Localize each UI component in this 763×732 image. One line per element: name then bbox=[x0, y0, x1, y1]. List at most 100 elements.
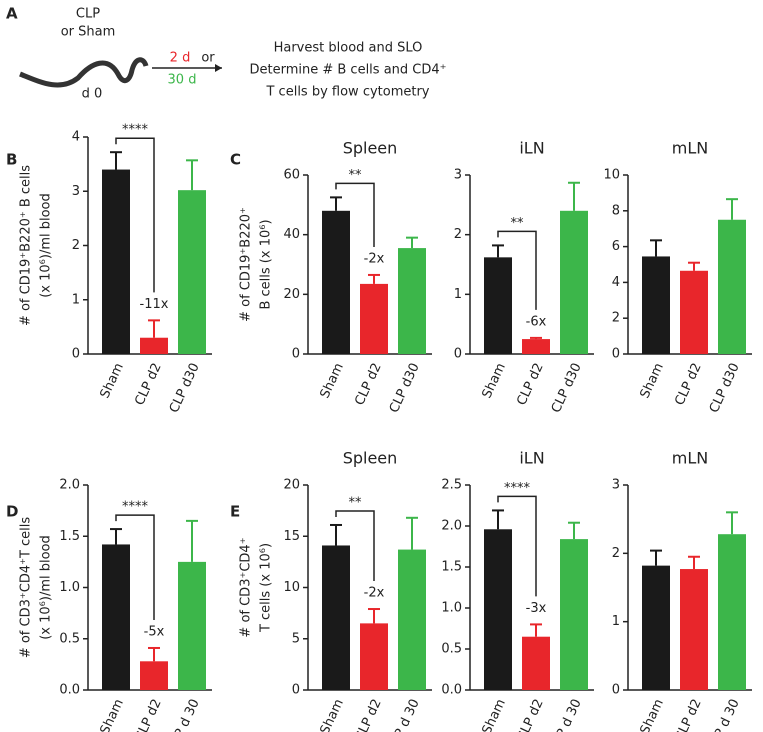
chart-title: mLN bbox=[672, 139, 708, 158]
significance-bracket bbox=[115, 137, 155, 293]
y-tick-label: 4 bbox=[72, 130, 80, 145]
panel-letter: D bbox=[6, 503, 18, 521]
y-tick-label: 1.0 bbox=[59, 580, 80, 595]
y-axis-label: # of CD19⁺B220⁺ bbox=[239, 207, 254, 322]
bar bbox=[718, 534, 746, 690]
y-tick-label: 0 bbox=[612, 347, 620, 362]
x-tick-label: Sham bbox=[638, 697, 667, 732]
x-tick-label: CLP d30 bbox=[549, 361, 585, 415]
y-tick-label: 1 bbox=[72, 292, 80, 307]
bar bbox=[322, 545, 350, 690]
fold-change: -2x bbox=[364, 251, 385, 266]
bar bbox=[642, 565, 670, 690]
y-tick-label: 0.0 bbox=[59, 683, 80, 698]
y-axis-label: # of CD3⁺CD4⁺ bbox=[239, 537, 254, 637]
y-tick-label: 10 bbox=[603, 168, 620, 183]
bar bbox=[522, 339, 550, 354]
y-tick-label: 0.5 bbox=[59, 631, 80, 646]
y-tick-label: 1 bbox=[612, 614, 620, 629]
significance-bracket bbox=[335, 510, 375, 582]
step: T cells by flow cytometry bbox=[265, 85, 429, 100]
bar bbox=[680, 569, 708, 690]
bar bbox=[360, 283, 388, 354]
bar bbox=[398, 549, 426, 690]
y-axis-label: # of CD3⁺CD4⁺T cells bbox=[19, 517, 34, 659]
significance: ** bbox=[511, 216, 525, 231]
bar bbox=[178, 190, 206, 354]
y-tick-label: 3 bbox=[454, 168, 462, 183]
time-short: 2 d bbox=[170, 51, 191, 66]
x-tick-label: CLP d 30 bbox=[705, 697, 743, 732]
panel-letter: B bbox=[6, 151, 17, 169]
fold-change: -6x bbox=[526, 314, 547, 329]
x-tick-label: CLP d 30 bbox=[385, 697, 423, 732]
y-tick-label: 0 bbox=[454, 347, 462, 362]
y-tick-label: 20 bbox=[283, 478, 300, 493]
significance: ** bbox=[349, 495, 363, 510]
arrow-head bbox=[215, 64, 222, 72]
bar bbox=[718, 219, 746, 354]
y-tick-label: 4 bbox=[612, 275, 620, 290]
x-tick-label: Sham bbox=[98, 697, 127, 732]
y-tick-label: 2 bbox=[454, 227, 462, 242]
panel-letter: C bbox=[230, 151, 241, 169]
x-tick-label: CLP d30 bbox=[167, 361, 203, 415]
y-tick-label: 0 bbox=[292, 683, 300, 698]
x-tick-label: CLP d30 bbox=[707, 361, 743, 415]
bar bbox=[360, 623, 388, 690]
chart-title: Spleen bbox=[343, 139, 398, 158]
y-axis-label: B cells (x 10⁶) bbox=[259, 219, 274, 309]
x-tick-label: CLP d2 bbox=[514, 361, 547, 408]
bar bbox=[102, 544, 130, 690]
chart-title: mLN bbox=[672, 449, 708, 468]
panel-letter: A bbox=[6, 5, 18, 23]
y-tick-label: 2.5 bbox=[441, 478, 462, 493]
y-axis-label: (x 10⁶)/ml blood bbox=[39, 535, 54, 640]
y-tick-label: 5 bbox=[292, 631, 300, 646]
significance-bracket bbox=[335, 182, 375, 247]
day-label: d 0 bbox=[82, 87, 103, 102]
bar bbox=[140, 337, 168, 354]
y-tick-label: 1.0 bbox=[441, 601, 462, 616]
x-tick-label: CLP d2 bbox=[514, 697, 547, 732]
group-label: or Sham bbox=[61, 25, 116, 40]
x-tick-label: Sham bbox=[318, 697, 347, 732]
or-label: or bbox=[201, 51, 215, 66]
significance: **** bbox=[122, 500, 149, 515]
y-tick-label: 1.5 bbox=[59, 529, 80, 544]
x-tick-label: CLP d2 bbox=[672, 361, 705, 408]
y-axis-label: T cells (x 10⁶) bbox=[259, 543, 274, 633]
mouse-squiggle bbox=[19, 57, 149, 88]
significance-bracket bbox=[497, 230, 537, 310]
y-tick-label: 3 bbox=[612, 478, 620, 493]
significance-bracket bbox=[497, 495, 537, 597]
y-tick-label: 0 bbox=[292, 347, 300, 362]
y-tick-label: 1.5 bbox=[441, 560, 462, 575]
y-tick-label: 2 bbox=[72, 238, 80, 253]
x-tick-label: Sham bbox=[98, 361, 127, 401]
y-tick-label: 8 bbox=[612, 203, 620, 218]
x-tick-label: Sham bbox=[318, 361, 347, 401]
x-tick-label: Sham bbox=[638, 361, 667, 401]
significance: **** bbox=[504, 481, 531, 496]
y-axis-label: # of CD19⁺B220⁺ B cells bbox=[19, 165, 34, 326]
x-tick-label: CLP d2 bbox=[672, 697, 705, 732]
y-tick-label: 0.5 bbox=[441, 642, 462, 657]
y-tick-label: 0 bbox=[612, 683, 620, 698]
step: Harvest blood and SLO bbox=[274, 41, 423, 56]
x-tick-label: Sham bbox=[480, 361, 509, 401]
y-tick-label: 15 bbox=[283, 529, 300, 544]
bar bbox=[522, 636, 550, 690]
significance: **** bbox=[122, 123, 149, 138]
y-tick-label: 0.0 bbox=[441, 683, 462, 698]
y-tick-label: 20 bbox=[283, 287, 300, 302]
x-tick-label: CLP d2 bbox=[352, 361, 385, 408]
bar bbox=[642, 256, 670, 354]
bar bbox=[560, 210, 588, 354]
y-tick-label: 2 bbox=[612, 311, 620, 326]
bar bbox=[322, 210, 350, 354]
chart-title: iLN bbox=[519, 139, 544, 158]
fold-change: -2x bbox=[364, 586, 385, 601]
y-axis-label: (x 10⁶)/ml blood bbox=[39, 193, 54, 298]
